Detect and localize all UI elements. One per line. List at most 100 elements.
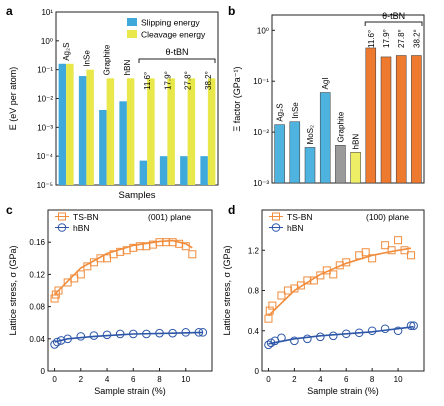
y-tick-label-d: 1.2: [248, 246, 260, 255]
point-ts-bn: [342, 258, 351, 267]
fit-line-hbn: [54, 331, 203, 343]
point-hbn: [63, 334, 72, 344]
point-ts-bn: [303, 276, 312, 285]
fit-line-ts-bn: [54, 239, 193, 296]
point-hbn: [367, 326, 377, 336]
point-hbn: [380, 324, 390, 334]
y-tick-label-c: 0.08: [29, 303, 45, 312]
x-tick-label-d: 0: [266, 375, 271, 384]
plot-frame-b: [271, 14, 425, 184]
point-ts-bn: [329, 270, 338, 279]
legend-label-ts-bn: TS-BN: [73, 212, 99, 222]
y-tick-label-a: 10⁰: [41, 37, 53, 46]
bar-a-slipping: [58, 63, 67, 186]
legend-label-a: Cleavage energy: [141, 30, 206, 40]
y-axis-label-a: E (eV per atom): [8, 67, 18, 131]
point-hbn: [194, 328, 204, 337]
annotation-d: (100) plane: [366, 212, 409, 222]
y-tick-label-a: 10⁻³: [37, 123, 53, 132]
x-tick-label-c: 4: [105, 375, 110, 384]
group-bracket-b: [364, 21, 423, 26]
bar-a-slipping: [200, 156, 208, 185]
legend-label-a: Slipping energy: [141, 18, 200, 28]
plot-frame-c: [47, 209, 213, 372]
point-ts-bn: [265, 306, 274, 315]
point-ts-bn: [316, 271, 325, 280]
category-label-b: 17.9°: [382, 29, 391, 48]
x-tick-label-c: 6: [131, 375, 136, 384]
panel-b: b 10⁻³ 10⁻² 10⁻¹ 10⁰ Ξ factor (GPa⁻¹) Ag₂S InSe…: [228, 4, 425, 188]
x-tick-label-c: 0: [52, 375, 57, 384]
bar-a-slipping: [139, 160, 148, 185]
bar-a-cleavage: [86, 69, 94, 185]
point-ts-bn: [283, 286, 292, 295]
y-tick-label-b: 10⁻¹: [253, 77, 269, 86]
point-hbn: [56, 336, 66, 345]
panel-label-c: c: [6, 203, 13, 217]
point-ts-bn: [368, 254, 377, 263]
point-hbn: [341, 329, 351, 339]
x-tick-label-d: 2: [292, 375, 297, 384]
category-label-a: Graphite: [103, 44, 112, 75]
bar-b: [304, 147, 316, 184]
point-hbn: [76, 332, 86, 341]
category-label-b: 27.8°: [397, 29, 406, 48]
bar-a-slipping: [180, 156, 188, 185]
point-ts-bn: [381, 241, 390, 250]
category-label-b: AgI: [321, 77, 330, 89]
x-tick-label-d: 10: [394, 375, 403, 384]
group-bracket-label-a: θ-tBN: [165, 47, 188, 57]
fit-line-hbn: [268, 325, 414, 345]
bar-a-slipping: [159, 156, 168, 185]
point-ts-bn: [162, 238, 171, 247]
bar-a-slipping: [78, 76, 87, 185]
point-hbn: [89, 331, 99, 340]
point-ts-bn: [188, 250, 197, 259]
point-hbn: [290, 336, 299, 346]
point-hbn: [181, 328, 191, 337]
category-label-a: 17.9°: [163, 71, 172, 90]
bar-a-cleavage: [167, 78, 175, 185]
point-ts-bn: [407, 251, 416, 260]
point-ts-bn: [387, 246, 396, 255]
y-tick-label-a: 10⁻²: [37, 95, 53, 104]
point-hbn: [316, 332, 325, 342]
annotation-c: (001) plane: [148, 212, 191, 222]
point-ts-bn: [70, 274, 79, 283]
point-ts-bn: [268, 301, 277, 310]
point-ts-bn: [89, 258, 98, 267]
bar-b: [319, 92, 331, 184]
y-tick-label-d: 0.8: [248, 287, 260, 296]
x-tick-label-c: 2: [79, 375, 84, 384]
y-axis-label-c: Lattice stress, σ (GPa): [8, 245, 18, 335]
point-ts-bn: [63, 278, 72, 287]
point-hbn: [168, 328, 177, 338]
point-hbn: [142, 329, 151, 339]
y-tick-label-a: 10⁻¹: [37, 66, 53, 75]
y-tick-label-a: 10⁻⁵: [37, 181, 53, 190]
legend-swatch-a: [127, 30, 137, 38]
x-tick-label-d: 6: [344, 375, 349, 384]
legend-swatch-a: [127, 18, 137, 26]
bar-a-cleavage: [66, 63, 74, 186]
group-bracket-label-b: θ-tBN: [382, 11, 405, 21]
y-axis-label-b: Ξ factor (GPa⁻¹): [232, 66, 242, 131]
category-label-b: 38.2°: [412, 29, 421, 48]
bar-a-cleavage: [147, 78, 155, 185]
category-label-b: Graphite: [336, 111, 345, 142]
point-ts-bn: [400, 246, 409, 255]
y-axis-label-d: Lattice stress, σ (GPa): [222, 245, 232, 335]
panel-label-b: b: [228, 4, 235, 18]
point-hbn: [393, 326, 403, 336]
point-ts-bn: [83, 262, 92, 271]
category-label-a: InSe: [82, 50, 91, 67]
category-label-a: Ag₂S: [62, 43, 71, 61]
bar-b: [380, 56, 392, 184]
point-ts-bn: [322, 266, 331, 275]
point-hbn: [198, 328, 208, 337]
point-hbn: [277, 333, 286, 343]
group-bracket-a: [138, 58, 216, 63]
panel-label-d: d: [228, 203, 235, 217]
y-tick-label-c: 0.12: [29, 270, 45, 279]
